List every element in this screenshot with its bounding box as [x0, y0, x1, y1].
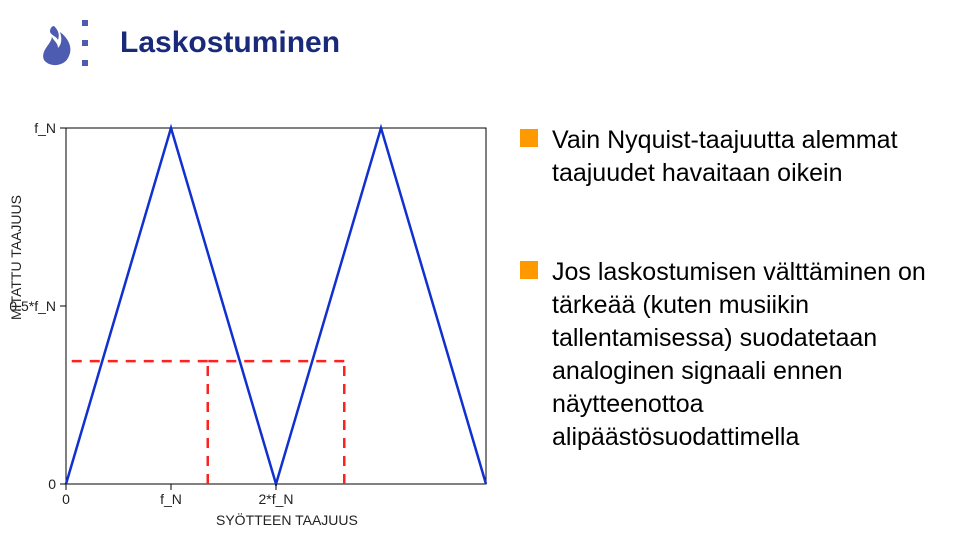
slide: Laskostuminen 0f_N2*f_N00.5*f_Nf_N MITAT…: [0, 0, 960, 552]
chart-svg: 0f_N2*f_N00.5*f_Nf_N: [10, 120, 496, 532]
page-title: Laskostuminen: [120, 26, 340, 60]
svg-text:0: 0: [62, 491, 70, 507]
bullet-item: Vain Nyquist-taajuutta alemmat taajuudet…: [520, 124, 940, 190]
bullet-item: Jos laskostumisen välttäminen on tärkeää…: [520, 256, 940, 454]
bullet-text: Vain Nyquist-taajuutta alemmat taajuudet…: [552, 124, 940, 190]
svg-text:2*f_N: 2*f_N: [258, 491, 293, 507]
aliasing-chart: 0f_N2*f_N00.5*f_Nf_N MITATTU TAAJUUS SYÖ…: [10, 120, 496, 532]
bullet-list: Vain Nyquist-taajuutta alemmat taajuudet…: [520, 124, 940, 520]
x-axis-label: SYÖTTEEN TAAJUUS: [216, 512, 358, 528]
flame-logo: [24, 14, 94, 74]
y-axis-label: MITATTU TAAJUUS: [8, 195, 24, 320]
svg-text:0: 0: [48, 476, 56, 492]
bullet-square-icon: [520, 261, 538, 279]
svg-text:f_N: f_N: [34, 120, 56, 136]
svg-text:f_N: f_N: [160, 491, 182, 507]
bullet-square-icon: [520, 129, 538, 147]
bullet-text: Jos laskostumisen välttäminen on tärkeää…: [552, 256, 940, 454]
